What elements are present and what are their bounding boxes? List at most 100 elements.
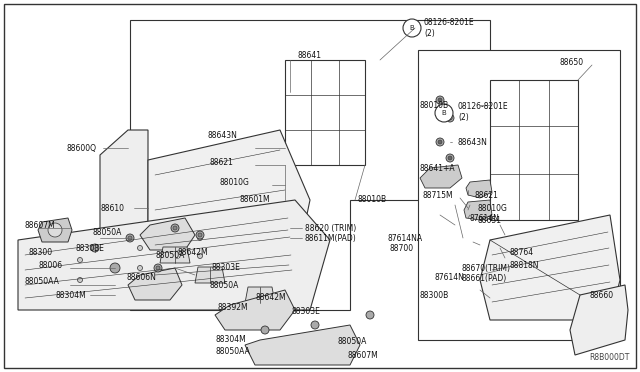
Text: 88300B: 88300B — [420, 291, 449, 299]
Polygon shape — [38, 218, 72, 242]
Text: 88700: 88700 — [390, 244, 414, 253]
Circle shape — [446, 154, 454, 162]
Text: 88650: 88650 — [560, 58, 584, 67]
Text: 88610: 88610 — [100, 203, 124, 212]
Text: 88607M: 88607M — [348, 350, 379, 359]
Circle shape — [443, 173, 447, 177]
Circle shape — [438, 140, 442, 144]
Circle shape — [459, 209, 471, 221]
Circle shape — [198, 253, 202, 259]
Text: 88010G: 88010G — [220, 177, 250, 186]
Text: 88050A: 88050A — [210, 280, 239, 289]
Polygon shape — [418, 50, 620, 340]
Circle shape — [436, 96, 444, 104]
Text: 08126-8201E
(2): 08126-8201E (2) — [424, 18, 475, 38]
Circle shape — [91, 244, 99, 252]
Circle shape — [128, 236, 132, 240]
Text: R8B000DT: R8B000DT — [589, 353, 630, 362]
Text: 88643N: 88643N — [458, 138, 488, 147]
Polygon shape — [570, 285, 628, 355]
Text: 88621: 88621 — [210, 157, 234, 167]
Circle shape — [446, 114, 454, 122]
Text: 88621: 88621 — [475, 190, 499, 199]
Circle shape — [126, 234, 134, 242]
Text: 88651: 88651 — [478, 215, 502, 224]
Text: 88050AA: 88050AA — [24, 278, 59, 286]
Text: 88715M: 88715M — [423, 190, 454, 199]
Circle shape — [156, 266, 160, 270]
Text: 88661(PAD): 88661(PAD) — [462, 273, 508, 282]
Text: 88010B: 88010B — [420, 100, 449, 109]
Text: 88641: 88641 — [298, 51, 322, 60]
Circle shape — [403, 19, 421, 37]
Text: 88600Q: 88600Q — [66, 144, 96, 153]
Text: 88670(TRIM): 88670(TRIM) — [462, 263, 511, 273]
Polygon shape — [245, 325, 360, 365]
Polygon shape — [148, 130, 310, 295]
Circle shape — [171, 224, 179, 232]
Circle shape — [154, 264, 162, 272]
Circle shape — [138, 266, 143, 270]
Circle shape — [475, 270, 485, 280]
Circle shape — [475, 240, 485, 250]
Circle shape — [138, 246, 143, 250]
Text: B: B — [410, 25, 414, 31]
Text: 88303E: 88303E — [212, 263, 241, 273]
Text: 88304M: 88304M — [215, 336, 246, 344]
Polygon shape — [130, 20, 490, 310]
Text: 88764: 88764 — [510, 247, 534, 257]
Text: 88392M: 88392M — [218, 304, 248, 312]
Text: 88620 (TRIM): 88620 (TRIM) — [305, 224, 356, 232]
Text: 88303E: 88303E — [292, 308, 321, 317]
Polygon shape — [430, 195, 500, 235]
Text: 88611M(PAD): 88611M(PAD) — [305, 234, 356, 243]
Circle shape — [77, 257, 83, 263]
Circle shape — [448, 156, 452, 160]
Text: 88606N: 88606N — [126, 273, 156, 282]
Text: 87614N: 87614N — [435, 273, 465, 282]
Circle shape — [196, 231, 204, 239]
Text: 88642M: 88642M — [255, 294, 285, 302]
Text: B: B — [442, 110, 446, 116]
Circle shape — [261, 326, 269, 334]
Circle shape — [453, 203, 477, 227]
Circle shape — [453, 191, 467, 205]
Polygon shape — [140, 218, 195, 250]
Polygon shape — [215, 290, 295, 330]
Polygon shape — [464, 200, 492, 220]
Text: 88643N: 88643N — [207, 131, 237, 140]
Text: 87614N: 87614N — [470, 214, 500, 222]
Polygon shape — [18, 200, 330, 310]
Polygon shape — [160, 247, 190, 263]
Text: 88641+A: 88641+A — [420, 164, 456, 173]
Circle shape — [436, 138, 444, 146]
Text: 88642M: 88642M — [178, 247, 209, 257]
Circle shape — [77, 278, 83, 282]
Circle shape — [311, 321, 319, 329]
Polygon shape — [466, 180, 492, 198]
Text: 88601M: 88601M — [240, 195, 271, 203]
Circle shape — [448, 116, 452, 120]
Text: 88010B: 88010B — [358, 195, 387, 203]
Bar — [490, 80, 578, 220]
Circle shape — [198, 233, 202, 237]
Circle shape — [441, 171, 449, 179]
Text: 88300: 88300 — [28, 247, 52, 257]
Text: 88818N: 88818N — [510, 260, 540, 269]
Circle shape — [198, 235, 202, 241]
Circle shape — [366, 311, 374, 319]
Circle shape — [438, 98, 442, 102]
Text: 88303E: 88303E — [75, 244, 104, 253]
Circle shape — [48, 223, 62, 237]
Bar — [285, 60, 365, 165]
Text: 88660: 88660 — [590, 291, 614, 299]
Polygon shape — [245, 287, 275, 303]
Text: 88006: 88006 — [38, 260, 62, 269]
Text: 88304M: 88304M — [55, 291, 86, 299]
Text: 88050A: 88050A — [92, 228, 122, 237]
Text: 88010G: 88010G — [478, 203, 508, 212]
Polygon shape — [420, 165, 462, 188]
Circle shape — [446, 184, 474, 212]
Polygon shape — [480, 215, 620, 320]
Circle shape — [435, 104, 453, 122]
